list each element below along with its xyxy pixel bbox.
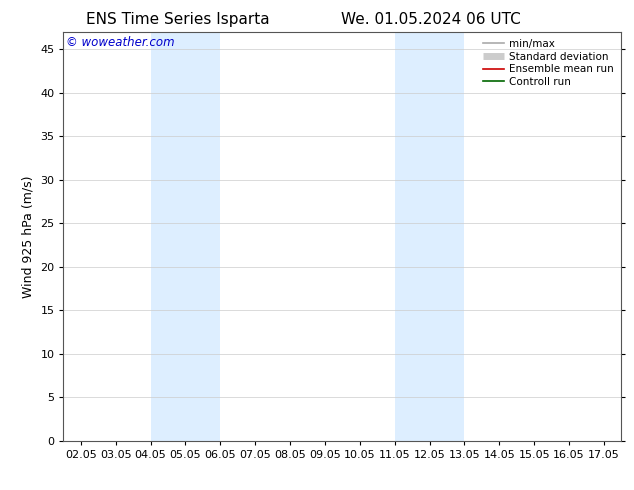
Bar bbox=[150, 32, 221, 441]
Bar bbox=[394, 32, 464, 441]
Legend: min/max, Standard deviation, Ensemble mean run, Controll run: min/max, Standard deviation, Ensemble me… bbox=[481, 37, 616, 89]
Y-axis label: Wind 925 hPa (m/s): Wind 925 hPa (m/s) bbox=[22, 175, 35, 297]
Text: ENS Time Series Isparta: ENS Time Series Isparta bbox=[86, 12, 269, 27]
Text: We. 01.05.2024 06 UTC: We. 01.05.2024 06 UTC bbox=[341, 12, 521, 27]
Text: © woweather.com: © woweather.com bbox=[66, 36, 175, 49]
